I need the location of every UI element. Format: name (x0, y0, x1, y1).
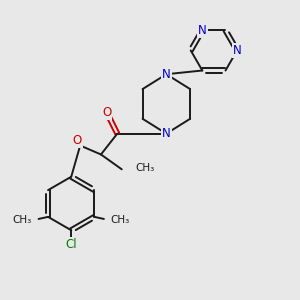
Text: N: N (198, 24, 207, 37)
Text: N: N (162, 68, 171, 81)
Text: CH₃: CH₃ (111, 215, 130, 225)
Text: Cl: Cl (65, 238, 77, 251)
Text: CH₃: CH₃ (13, 215, 32, 225)
Text: O: O (102, 106, 112, 119)
Text: O: O (73, 134, 82, 147)
Text: N: N (233, 44, 242, 57)
Text: CH₃: CH₃ (135, 163, 154, 173)
Text: N: N (162, 127, 171, 140)
